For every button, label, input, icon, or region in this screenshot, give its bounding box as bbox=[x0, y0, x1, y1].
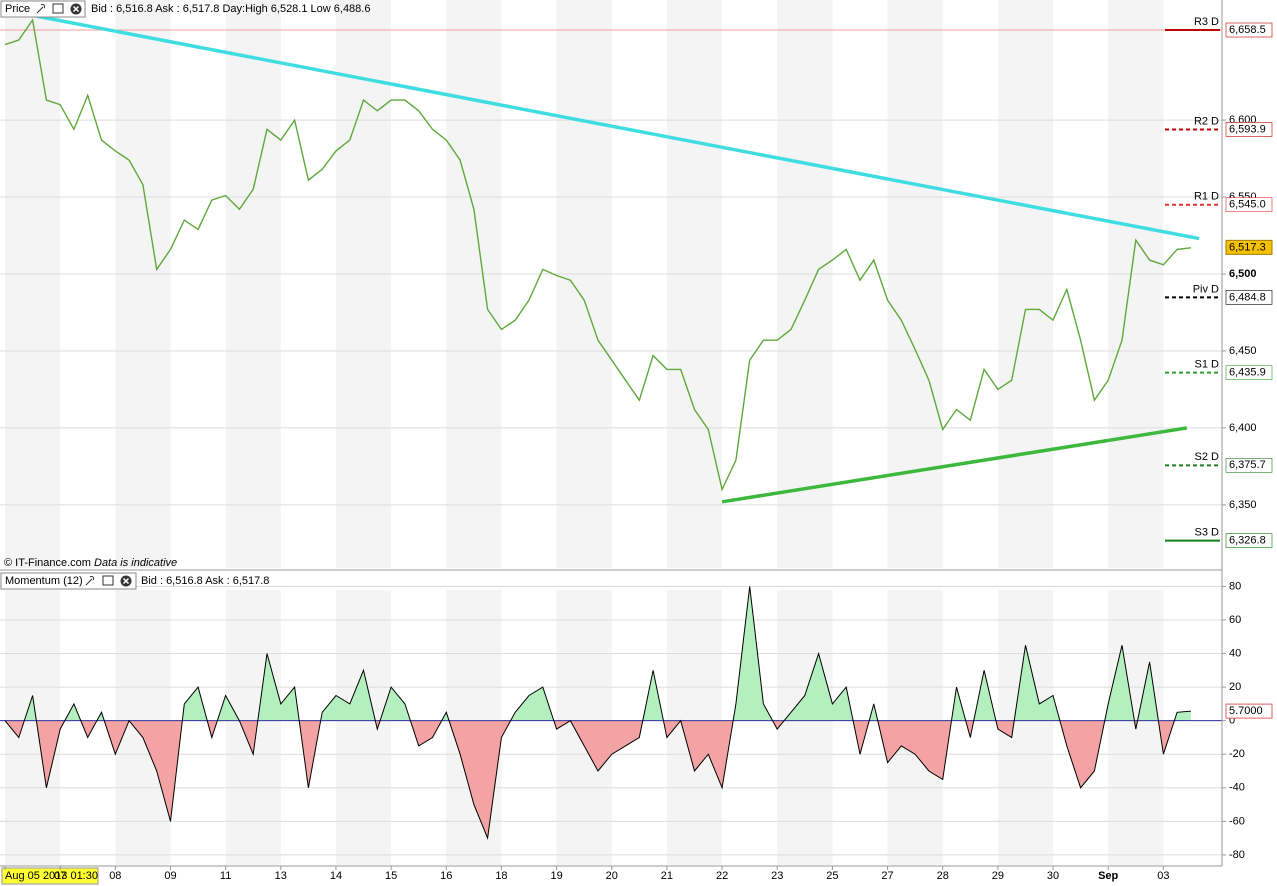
level-box bbox=[1225, 122, 1273, 137]
plot bbox=[0, 13, 1222, 856]
momentum-area-negative bbox=[5, 720, 1175, 839]
y-tick-label: 0 bbox=[1229, 715, 1235, 727]
note: Data is indicative bbox=[94, 557, 177, 569]
day-band bbox=[777, 0, 833, 568]
momentum-title: Momentum (12) bbox=[5, 575, 83, 587]
close-icon-x bbox=[72, 5, 80, 13]
x-tick-label: 07 bbox=[54, 870, 66, 882]
y-tick-label: 20 bbox=[1229, 681, 1241, 693]
x-tick-label: 14 bbox=[330, 870, 342, 882]
level-value: 6,326.8 bbox=[1229, 535, 1266, 547]
level-name: R2 D bbox=[1194, 115, 1219, 127]
level-value: 6,658.5 bbox=[1229, 24, 1266, 36]
day-band bbox=[997, 0, 1054, 568]
y-tick-label: 6,500 bbox=[1229, 268, 1257, 280]
y-tick-label: -60 bbox=[1229, 815, 1245, 827]
level-name: S2 D bbox=[1195, 451, 1220, 463]
current-price-box bbox=[1225, 239, 1273, 255]
y-tick-label: -80 bbox=[1229, 849, 1245, 861]
x-tick-label: Sep bbox=[1098, 870, 1118, 882]
x-tick-label: 03 bbox=[1157, 870, 1169, 882]
level-value: 6,484.8 bbox=[1229, 291, 1266, 303]
x-tick-label: 23 bbox=[771, 870, 783, 882]
x-tick-label: 21 bbox=[661, 870, 673, 882]
level-name: S1 D bbox=[1195, 359, 1220, 371]
x-tick-label: 09 bbox=[164, 870, 176, 882]
y-tick-label: 80 bbox=[1229, 580, 1241, 592]
day-band bbox=[335, 590, 392, 865]
x-tick-highlight bbox=[1, 867, 99, 885]
level-name: Piv D bbox=[1193, 283, 1219, 295]
settings-icon[interactable] bbox=[36, 3, 46, 14]
momentum-header-box bbox=[0, 572, 137, 590]
y-tick-label: 6,400 bbox=[1229, 422, 1257, 434]
credit: © IT-Finance.com bbox=[4, 557, 91, 569]
y-tick-label: -20 bbox=[1229, 748, 1245, 760]
window-icon[interactable] bbox=[52, 3, 64, 14]
day-band bbox=[446, 0, 502, 568]
y-tick-label: -40 bbox=[1229, 782, 1245, 794]
day-band bbox=[887, 0, 943, 568]
x-tick-label: 08 bbox=[109, 870, 121, 882]
day-band bbox=[335, 0, 392, 568]
x-tick-label: 25 bbox=[826, 870, 838, 882]
level-name: R3 D bbox=[1194, 16, 1219, 28]
trend-line bbox=[32, 13, 1200, 241]
x-tick-label: 27 bbox=[881, 870, 893, 882]
x-tick-label: 11 bbox=[220, 870, 231, 882]
x-tick-label: 15 bbox=[385, 870, 397, 882]
day-band bbox=[777, 590, 833, 865]
level-name: R1 D bbox=[1194, 191, 1219, 203]
day-band bbox=[666, 0, 723, 568]
window-icon[interactable] bbox=[102, 575, 114, 586]
price-title: Price bbox=[5, 3, 30, 15]
level-box bbox=[1225, 458, 1273, 473]
level-value: 6,375.7 bbox=[1229, 459, 1266, 471]
day-band bbox=[225, 0, 281, 568]
x-tick-label: 28 bbox=[937, 870, 949, 882]
close-icon-x bbox=[122, 577, 130, 585]
x-tick-label: 18 bbox=[495, 870, 507, 882]
level-box bbox=[1225, 197, 1273, 213]
momentum-header: Bid : 6,516.8 Ask : 6,517.8 bbox=[141, 575, 269, 587]
level-box bbox=[1225, 533, 1273, 548]
momentum-line bbox=[4, 586, 1191, 841]
day-band bbox=[556, 0, 612, 568]
level-value: 6,545.0 bbox=[1229, 199, 1266, 211]
level-name: S3 D bbox=[1195, 527, 1220, 539]
settings-icon[interactable] bbox=[85, 575, 95, 586]
x-tick-label: 30 bbox=[1047, 870, 1059, 882]
day-band bbox=[115, 0, 171, 568]
level-value: 6,435.9 bbox=[1229, 367, 1266, 379]
level-box bbox=[1225, 365, 1273, 380]
x-tick-label: Aug 05 2013 01:30 bbox=[5, 870, 98, 882]
x-tick-label: 22 bbox=[716, 870, 728, 882]
y-tick-label: 40 bbox=[1229, 647, 1241, 659]
x-tick-label: 20 bbox=[606, 870, 618, 882]
price-header: Bid : 6,516.8 Ask : 6,517.8 Day:High 6,5… bbox=[91, 3, 370, 15]
level-box bbox=[1225, 290, 1273, 305]
y-tick-label: 6,350 bbox=[1229, 499, 1257, 511]
level-value: 6,593.9 bbox=[1229, 123, 1266, 135]
y-tick-label: 60 bbox=[1229, 614, 1241, 626]
current-price-label: 6,517.3 bbox=[1229, 241, 1266, 253]
trend-line bbox=[721, 426, 1188, 504]
level-box bbox=[1225, 22, 1273, 38]
last-value-box bbox=[1225, 703, 1273, 719]
day-band bbox=[5, 0, 61, 568]
day-band bbox=[1108, 0, 1164, 568]
x-tick-label: 29 bbox=[992, 870, 1004, 882]
x-tick-label: 19 bbox=[550, 870, 562, 882]
last-value-label: 5.7000 bbox=[1229, 705, 1263, 717]
y-tick-label: 6,450 bbox=[1229, 345, 1257, 357]
x-tick-label: 16 bbox=[440, 870, 452, 882]
x-tick-label: 13 bbox=[275, 870, 287, 882]
price-line bbox=[4, 18, 1191, 492]
price-header-box bbox=[0, 0, 86, 18]
